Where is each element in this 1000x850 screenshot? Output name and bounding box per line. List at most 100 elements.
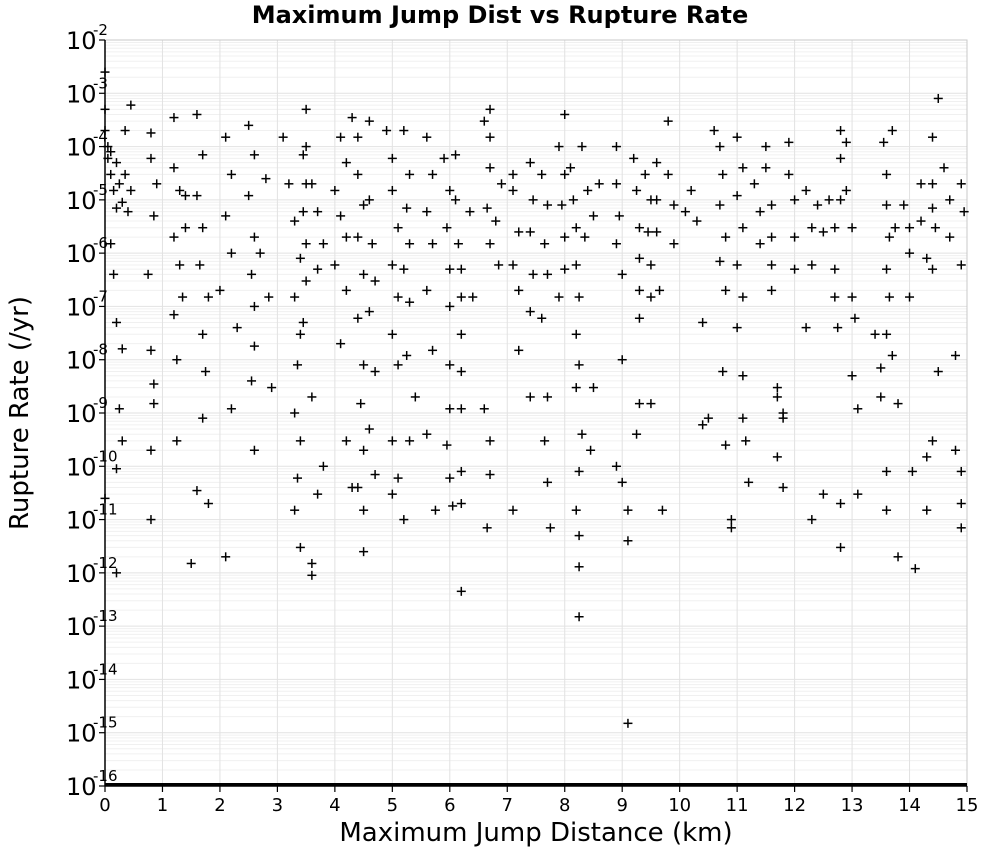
- data-point: [143, 269, 153, 279]
- data-point: [634, 285, 644, 295]
- data-point: [574, 612, 584, 622]
- data-point: [767, 200, 777, 210]
- data-point: [928, 436, 938, 446]
- y-tick-label: 10: [66, 240, 97, 268]
- y-tick-label: 10: [66, 347, 97, 375]
- data-point: [485, 104, 495, 114]
- data-point: [169, 113, 179, 123]
- data-point: [451, 150, 461, 160]
- data-point: [445, 360, 455, 370]
- x-axis-label: Maximum Jump Distance (km): [339, 818, 732, 848]
- data-point: [882, 169, 892, 179]
- data-point: [571, 223, 581, 233]
- data-point: [933, 93, 943, 103]
- data-point: [930, 223, 940, 233]
- data-point: [364, 424, 374, 434]
- data-point: [468, 292, 478, 302]
- data-point: [514, 227, 524, 237]
- data-point: [899, 200, 909, 210]
- y-tick-label: 10: [66, 400, 97, 428]
- data-point: [732, 132, 742, 142]
- y-tick-exponent: -13: [93, 607, 118, 625]
- data-point: [784, 169, 794, 179]
- data-point: [715, 256, 725, 266]
- data-point: [574, 562, 584, 572]
- data-point: [387, 185, 397, 195]
- data-point: [430, 505, 440, 515]
- data-point: [836, 153, 846, 163]
- data-point: [632, 185, 642, 195]
- data-point: [359, 269, 369, 279]
- x-tick-label: 3: [272, 795, 283, 816]
- data-point: [114, 404, 124, 414]
- data-point: [482, 523, 492, 533]
- data-point: [542, 200, 552, 210]
- data-point: [617, 477, 627, 487]
- data-point: [528, 269, 538, 279]
- data-point: [646, 399, 656, 409]
- data-point: [574, 292, 584, 302]
- data-point: [876, 363, 886, 373]
- data-point: [910, 564, 920, 574]
- data-point: [402, 350, 412, 360]
- data-point: [485, 132, 495, 142]
- y-tick-label: 10: [66, 453, 97, 481]
- data-point: [652, 158, 662, 168]
- data-point: [244, 120, 254, 130]
- data-point: [146, 153, 156, 163]
- data-point: [830, 292, 840, 302]
- data-point: [611, 142, 621, 152]
- y-tick-exponent: -11: [93, 501, 118, 519]
- data-point: [790, 232, 800, 242]
- data-point: [247, 269, 257, 279]
- data-point: [525, 307, 535, 317]
- data-point: [146, 345, 156, 355]
- data-point: [841, 137, 851, 147]
- data-point: [767, 260, 777, 270]
- data-point: [813, 200, 823, 210]
- data-point: [907, 466, 917, 476]
- data-point: [554, 142, 564, 152]
- data-point: [146, 445, 156, 455]
- data-point: [382, 126, 392, 136]
- data-point: [456, 586, 466, 596]
- data-point: [836, 195, 846, 205]
- data-point: [106, 239, 116, 249]
- data-point: [772, 392, 782, 402]
- data-point: [428, 169, 438, 179]
- data-point: [761, 142, 771, 152]
- y-tick-label: 10: [66, 80, 97, 108]
- data-point: [669, 200, 679, 210]
- data-point: [514, 345, 524, 355]
- data-point: [652, 227, 662, 237]
- data-point: [726, 515, 736, 525]
- y-tick-label: 10: [66, 27, 97, 55]
- data-point: [117, 344, 127, 354]
- data-point: [249, 341, 259, 351]
- data-point: [853, 404, 863, 414]
- data-point: [387, 260, 397, 270]
- x-tick-label: 9: [616, 795, 627, 816]
- data-point: [445, 301, 455, 311]
- data-point: [123, 207, 133, 217]
- data-point: [905, 292, 915, 302]
- data-point: [657, 505, 667, 515]
- data-point: [956, 179, 966, 189]
- data-point: [336, 339, 346, 349]
- data-point: [456, 367, 466, 377]
- data-point: [465, 207, 475, 217]
- data-point: [732, 260, 742, 270]
- data-point: [178, 292, 188, 302]
- data-point: [497, 179, 507, 189]
- y-tick-exponent: -10: [93, 447, 118, 465]
- x-tick-label: 5: [387, 795, 398, 816]
- data-point: [180, 191, 190, 201]
- data-point: [456, 264, 466, 274]
- data-point: [617, 269, 627, 279]
- data-point: [830, 223, 840, 233]
- data-point: [255, 248, 265, 258]
- data-point: [508, 505, 518, 515]
- data-point: [445, 264, 455, 274]
- data-point: [364, 195, 374, 205]
- x-tick-label: 7: [502, 795, 513, 816]
